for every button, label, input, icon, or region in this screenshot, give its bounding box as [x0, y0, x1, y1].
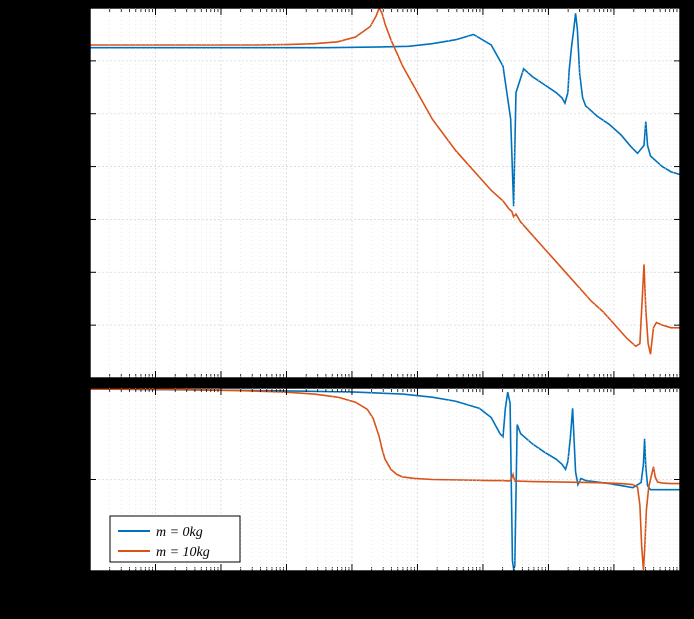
- bottom-xlabel: Freq (Hz): [351, 596, 419, 615]
- bottom-ytick-label: -360: [56, 565, 82, 580]
- bottom-ytick-label: -180: [56, 474, 82, 489]
- top-ylabel: Magnitude (dB): [20, 139, 39, 248]
- bottom-ytick-label: 0: [75, 382, 82, 397]
- bode-figure: -120-100-80-60-40-20020Magnitude (dB)-36…: [0, 0, 694, 619]
- top-bg: [90, 8, 680, 378]
- bottom-ylabel: Phase (deg): [20, 438, 39, 521]
- top-ytick-label: 0: [75, 55, 82, 70]
- bottom-xtick-label: 10³: [671, 578, 689, 593]
- top-ytick-label: 20: [68, 2, 82, 17]
- bottom-xtick-label: 10⁰: [80, 578, 100, 593]
- legend-label: m = 10kg: [156, 545, 210, 560]
- top-ytick-label: -40: [63, 161, 82, 176]
- top-ytick-label: -60: [63, 213, 82, 228]
- legend-label: m = 0kg: [156, 525, 203, 540]
- top-ytick-label: -80: [63, 266, 82, 281]
- top-ytick-label: -100: [56, 319, 82, 334]
- top-ytick-label: -20: [63, 108, 82, 123]
